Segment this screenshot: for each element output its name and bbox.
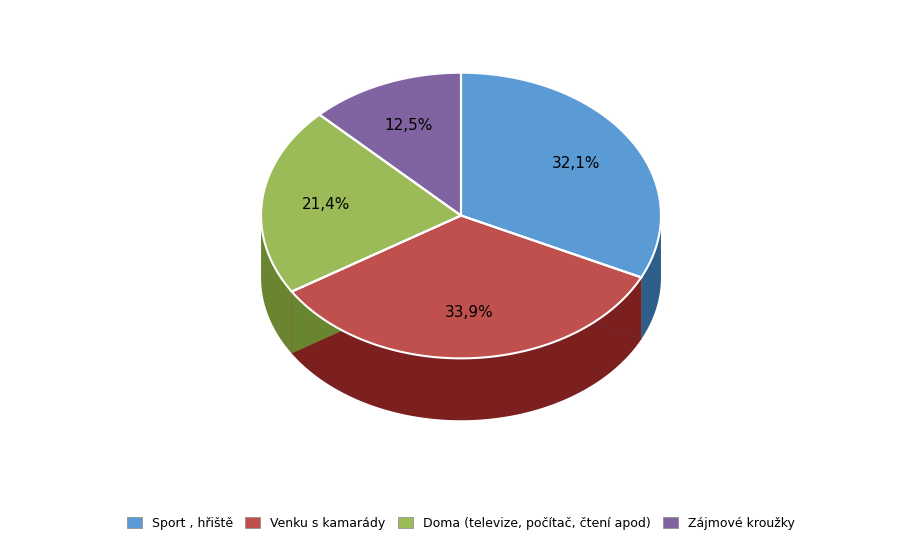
Polygon shape	[641, 216, 661, 339]
Text: 33,9%: 33,9%	[444, 305, 493, 320]
Text: 32,1%: 32,1%	[552, 156, 600, 171]
Polygon shape	[461, 72, 661, 278]
Polygon shape	[291, 215, 641, 358]
Polygon shape	[320, 72, 461, 215]
Polygon shape	[261, 115, 461, 292]
Polygon shape	[291, 215, 461, 353]
Text: 21,4%: 21,4%	[301, 197, 350, 212]
Text: 12,5%: 12,5%	[384, 118, 433, 133]
Polygon shape	[461, 215, 641, 339]
Polygon shape	[291, 278, 641, 420]
Legend: Sport , hřiště, Venku s kamarády, Doma (televize, počítač, čtení apod), Zájmové : Sport , hřiště, Venku s kamarády, Doma (…	[122, 512, 800, 535]
Polygon shape	[261, 215, 291, 353]
Polygon shape	[461, 215, 641, 339]
Polygon shape	[291, 215, 461, 353]
